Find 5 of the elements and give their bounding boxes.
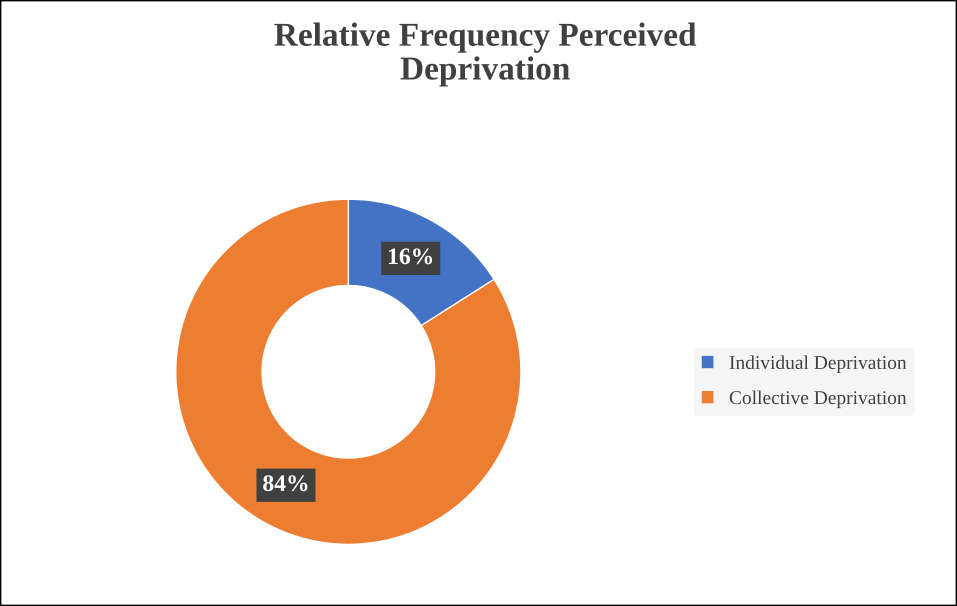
legend-label: Collective Deprivation (730, 390, 906, 408)
data-label: 84% (263, 475, 308, 492)
chart-title: Relative Frequency Perceived Deprivation (274, 22, 696, 87)
data-label: 16% (388, 248, 432, 264)
legend-label: Individual Deprivation (730, 355, 906, 374)
